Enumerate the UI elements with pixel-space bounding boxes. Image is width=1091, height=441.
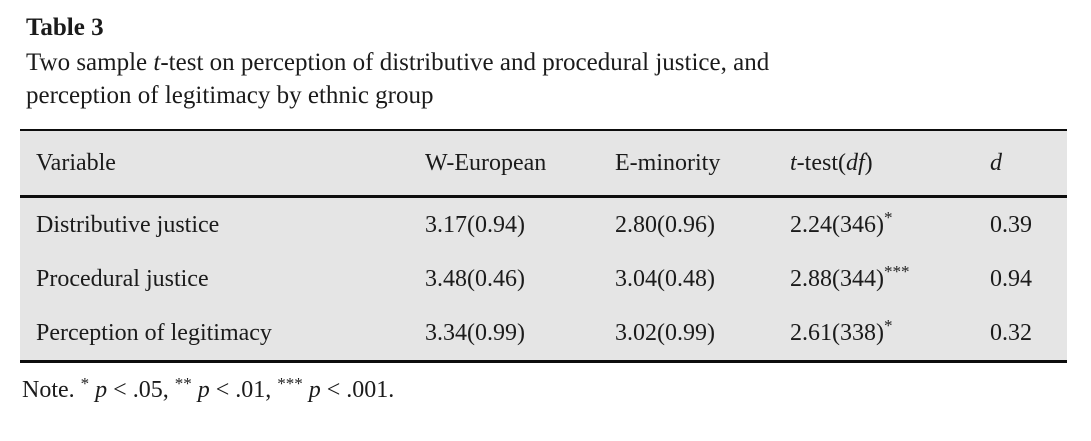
cell-w-european: 3.17(0.94): [425, 211, 525, 238]
table-label: Table 3: [26, 14, 104, 41]
cell-variable: Perception of legitimacy: [36, 319, 272, 346]
statistics-table: Variable W-European E-minority t-test(df…: [20, 129, 1067, 363]
cell-t-test: 2.88(344)***: [790, 261, 910, 292]
caption-line2: perception of legitimacy by ethnic group: [26, 82, 434, 109]
table-caption: Two sample t-test on perception of distr…: [26, 46, 1067, 112]
cell-variable: Procedural justice: [36, 265, 209, 292]
table-row: Procedural justice 3.48(0.46) 3.04(0.48)…: [20, 252, 1067, 306]
header-e-minority: E-minority: [615, 130, 790, 198]
significance-stars: *: [80, 374, 90, 393]
cell-d: 0.94: [990, 265, 1032, 292]
significance-stars: **: [174, 374, 192, 393]
significance-stars: ***: [883, 261, 910, 281]
cell-d: 0.32: [990, 319, 1032, 346]
table-row: Perception of legitimacy 3.34(0.99) 3.02…: [20, 306, 1067, 362]
note-label: Note.: [22, 377, 75, 403]
table-note: Note. * p < .05, ** p < .01, *** p < .00…: [22, 374, 395, 403]
header-d: d: [990, 130, 1067, 198]
cell-e-minority: 2.80(0.96): [615, 211, 715, 238]
cell-t-test: 2.61(338)*: [790, 315, 893, 346]
cell-e-minority: 3.04(0.48): [615, 265, 715, 292]
cell-d: 0.39: [990, 211, 1032, 238]
table-row: Distributive justice 3.17(0.94) 2.80(0.9…: [20, 197, 1067, 253]
significance-stars: *: [883, 207, 893, 227]
caption-line1: Two sample t-test on perception of distr…: [26, 49, 770, 76]
header-variable: Variable: [20, 130, 425, 198]
cell-t-test: 2.24(346)*: [790, 207, 893, 238]
cell-w-european: 3.34(0.99): [425, 319, 525, 346]
cell-e-minority: 3.02(0.99): [615, 319, 715, 346]
significance-stars: *: [883, 315, 893, 335]
table-header-row: Variable W-European E-minority t-test(df…: [20, 130, 1067, 198]
header-w-european: W-European: [425, 130, 615, 198]
cell-w-european: 3.48(0.46): [425, 265, 525, 292]
paper-table-figure: Table 3 Two sample t-test on perception …: [20, 14, 1067, 403]
header-t-test-df: t-test(df): [790, 130, 990, 198]
cell-variable: Distributive justice: [36, 211, 220, 238]
significance-stars: ***: [277, 374, 303, 393]
